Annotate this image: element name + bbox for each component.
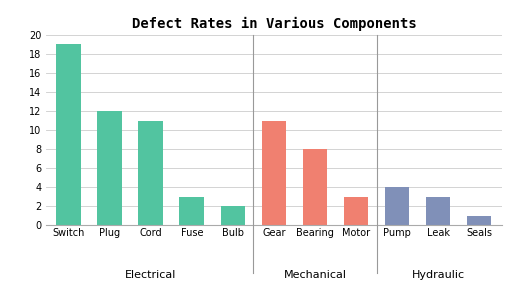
Bar: [221, 206, 245, 225]
Text: Mechanical: Mechanical: [284, 270, 347, 280]
Bar: [426, 197, 451, 225]
Bar: [262, 121, 286, 225]
Bar: [97, 111, 122, 225]
Bar: [138, 121, 163, 225]
Bar: [467, 216, 492, 225]
Bar: [385, 187, 410, 225]
Bar: [180, 197, 204, 225]
Text: Electrical: Electrical: [125, 270, 177, 280]
Bar: [303, 149, 327, 225]
Text: Hydraulic: Hydraulic: [412, 270, 465, 280]
Bar: [344, 197, 368, 225]
Title: Defect Rates in Various Components: Defect Rates in Various Components: [132, 16, 416, 31]
Bar: [56, 44, 81, 225]
